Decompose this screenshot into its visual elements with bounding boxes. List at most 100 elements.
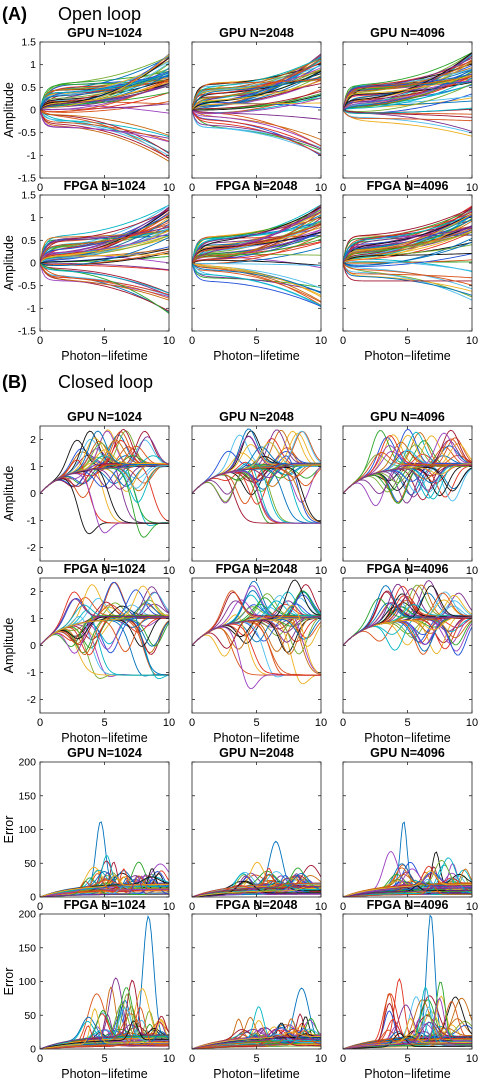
y-axis-label: Amplitude [2, 466, 16, 522]
series-line [343, 68, 472, 111]
series-line [343, 868, 472, 897]
series-line [192, 1031, 321, 1049]
series-line [343, 213, 472, 264]
series-line [343, 262, 472, 301]
series-line [343, 464, 472, 494]
series-line [40, 624, 169, 678]
series-line [192, 465, 321, 502]
series-line [40, 619, 169, 680]
y-tick-label: 0.5 [21, 82, 36, 94]
series-line [40, 1032, 169, 1049]
series-line [40, 72, 169, 111]
x-tick-label: 0 [189, 565, 195, 577]
chart-cl-gpu-1024: GPU N=1024 0 5 10 -2 -1 0 1 2 Amplitude [2, 410, 175, 577]
y-tick-label: 1.5 [21, 190, 36, 202]
series-line [343, 109, 472, 137]
x-tick-label: 5 [253, 565, 259, 577]
series-line [192, 262, 321, 267]
chart-title: GPU N=1024 [67, 26, 142, 40]
series-group [40, 914, 169, 1049]
x-tick-label: 10 [163, 335, 175, 347]
x-axis-label: Photon−lifetime [213, 731, 300, 745]
series-line [192, 262, 321, 307]
series-line [192, 109, 321, 155]
chart-title: FPGA N=2048 [216, 179, 298, 193]
series-line [40, 72, 169, 111]
x-tick-label: 0 [340, 565, 346, 577]
series-group [192, 579, 321, 689]
y-tick-label: 0 [30, 258, 36, 270]
series-line [343, 874, 472, 897]
series-line [40, 109, 169, 142]
series-line [40, 72, 169, 111]
series-line [40, 233, 169, 264]
x-tick-label: 0 [340, 1053, 346, 1065]
series-line [40, 262, 169, 296]
series-line [192, 262, 321, 306]
chart-title: GPU N=2048 [219, 410, 294, 424]
series-line [40, 234, 169, 264]
series-line [40, 225, 169, 264]
series-line [192, 211, 321, 264]
series-line [192, 223, 321, 264]
series-line [343, 870, 472, 897]
y-tick-label: 0 [30, 1044, 36, 1056]
series-line [40, 226, 169, 264]
series-line [40, 262, 169, 294]
y-tick-label: 1.5 [21, 37, 36, 49]
series-line [40, 1007, 169, 1049]
series-line [343, 107, 472, 114]
y-tick-label: 200 [18, 909, 36, 921]
x-tick-label: 10 [315, 182, 327, 194]
series-line [192, 262, 321, 307]
series-line [40, 204, 169, 264]
y-axis-label: Amplitude [2, 82, 16, 138]
series-line [192, 109, 321, 150]
series-line [40, 459, 169, 524]
series-line [40, 109, 169, 162]
series-line [40, 79, 169, 113]
x-tick-label: 0 [189, 182, 195, 194]
y-tick-label: -1 [27, 150, 36, 162]
y-tick-label: 1 [30, 613, 36, 625]
x-tick-label: 0 [189, 335, 195, 347]
series-line [192, 109, 321, 150]
series-line [192, 224, 321, 264]
series-line [192, 253, 321, 264]
y-tick-label: 0.5 [21, 235, 36, 247]
series-line [40, 85, 169, 111]
y-tick-label: 0 [30, 640, 36, 652]
chart-cl-fpga-1024: FPGA N=1024 0 5 10 -2 -1 0 1 2 Amplitude Photon−li… [2, 562, 175, 745]
series-line [192, 463, 321, 524]
series-line [343, 262, 472, 296]
series-line [40, 585, 169, 646]
chart-ol-gpu-2048: GPU N=2048 0 5 10 [189, 26, 327, 194]
series-line [192, 262, 321, 303]
series-group [40, 428, 169, 538]
y-axis-label: Amplitude [2, 618, 16, 674]
y-tick-label: -0.5 [18, 280, 36, 292]
series-line [192, 616, 321, 655]
series-line [192, 109, 321, 147]
series-line [343, 583, 472, 646]
series-line [343, 227, 472, 264]
series-line [40, 109, 169, 153]
x-axis-label: Photon−lifetime [61, 731, 148, 745]
x-tick-label: 5 [404, 1053, 410, 1065]
series-line [343, 213, 472, 264]
chart-title: GPU N=1024 [67, 746, 142, 760]
x-tick-label: 5 [253, 335, 259, 347]
series-line [192, 97, 321, 115]
x-tick-label: 10 [466, 1053, 478, 1065]
series-line [192, 262, 321, 293]
section-a-letter: (A) [2, 4, 27, 24]
y-tick-label: 0 [30, 892, 36, 904]
series-line [40, 81, 169, 111]
x-tick-label: 10 [163, 182, 175, 194]
series-line [343, 109, 472, 122]
series-line [343, 230, 472, 264]
y-tick-label: 50 [24, 858, 36, 870]
series-line [192, 109, 321, 120]
chart-er-fpga-2048: FPGA N=2048 0 5 10 Photon−lifetime [189, 898, 327, 1081]
